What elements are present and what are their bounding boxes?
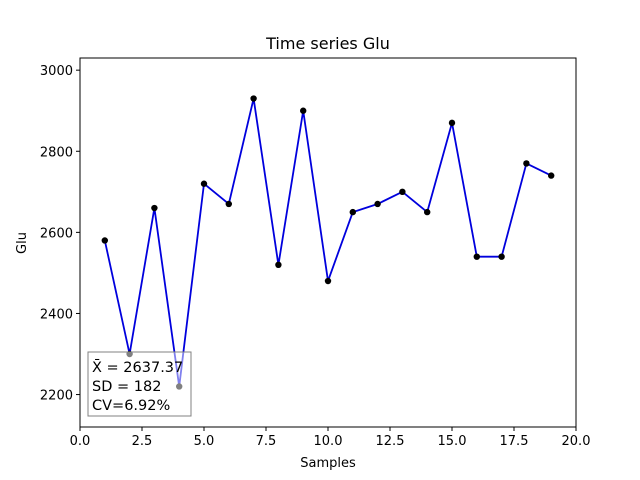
data-point — [498, 253, 505, 260]
data-point — [151, 204, 158, 212]
x-tick-label: 10.0 — [314, 434, 343, 449]
x-axis-title: Samples — [300, 456, 356, 471]
data-point — [374, 200, 381, 208]
y-axis-title: Glu — [15, 232, 30, 254]
data-point — [424, 208, 431, 216]
data-point — [448, 119, 456, 127]
stats-box: X̄ = 2637.37 SD = 182 CV=6.92% — [87, 351, 192, 417]
x-tick-label: 0.0 — [70, 434, 91, 449]
y-tick-label: 3000 — [40, 64, 73, 79]
stats-mean: X̄ = 2637.37 — [92, 358, 183, 376]
data-point — [399, 188, 406, 196]
stats-cv: CV=6.92% — [92, 398, 170, 414]
x-tick-label: 15.0 — [438, 434, 467, 449]
y-tick-label: 2200 — [40, 389, 73, 404]
y-tick-label: 2400 — [40, 307, 73, 322]
data-point — [200, 180, 208, 187]
y-tick-label: 2800 — [40, 145, 73, 160]
y-axis-ticks: 2200 2400 2600 2800 3000 — [40, 64, 80, 404]
data-point — [324, 277, 332, 285]
data-point — [523, 160, 530, 167]
x-tick-label: 2.5 — [132, 434, 153, 449]
data-point — [225, 200, 232, 208]
data-point — [101, 237, 109, 244]
axes-frame — [79, 57, 577, 428]
x-tick-label: 12.5 — [376, 434, 405, 449]
data-point — [349, 208, 356, 216]
data-point — [300, 107, 307, 114]
y-tick-label: 2600 — [40, 226, 73, 241]
data-point — [473, 253, 480, 260]
x-tick-label: 7.5 — [256, 434, 277, 449]
data-point — [548, 172, 555, 179]
chart-title: Time series Glu — [265, 34, 390, 53]
x-tick-label: 17.5 — [500, 434, 529, 449]
stats-box-frame — [87, 351, 192, 417]
x-tick-label: 5.0 — [194, 434, 215, 449]
data-point — [275, 261, 282, 269]
stats-sd: SD = 182 — [92, 379, 161, 395]
x-axis-ticks: 0.0 2.5 5.0 7.5 10.0 12.5 15.0 17.5 20.0 — [70, 427, 591, 449]
data-point — [250, 95, 257, 102]
x-tick-label: 20.0 — [562, 434, 591, 449]
